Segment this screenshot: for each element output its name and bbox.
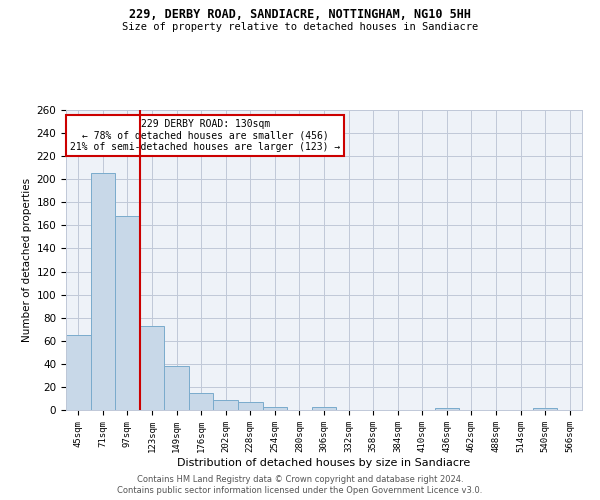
Bar	[115, 216, 140, 410]
Bar	[91, 174, 115, 410]
X-axis label: Distribution of detached houses by size in Sandiacre: Distribution of detached houses by size …	[178, 458, 470, 468]
Text: Contains public sector information licensed under the Open Government Licence v3: Contains public sector information licen…	[118, 486, 482, 495]
Bar	[214, 400, 238, 410]
Bar	[434, 408, 459, 410]
Bar	[66, 335, 91, 410]
Text: Contains HM Land Registry data © Crown copyright and database right 2024.: Contains HM Land Registry data © Crown c…	[137, 475, 463, 484]
Text: Size of property relative to detached houses in Sandiacre: Size of property relative to detached ho…	[122, 22, 478, 32]
Text: 229 DERBY ROAD: 130sqm
← 78% of detached houses are smaller (456)
21% of semi-de: 229 DERBY ROAD: 130sqm ← 78% of detached…	[70, 119, 340, 152]
Bar	[140, 326, 164, 410]
Bar	[533, 408, 557, 410]
Bar	[238, 402, 263, 410]
Y-axis label: Number of detached properties: Number of detached properties	[22, 178, 32, 342]
Bar	[263, 406, 287, 410]
Bar	[312, 406, 336, 410]
Text: 229, DERBY ROAD, SANDIACRE, NOTTINGHAM, NG10 5HH: 229, DERBY ROAD, SANDIACRE, NOTTINGHAM, …	[129, 8, 471, 20]
Bar	[164, 366, 189, 410]
Bar	[189, 392, 214, 410]
